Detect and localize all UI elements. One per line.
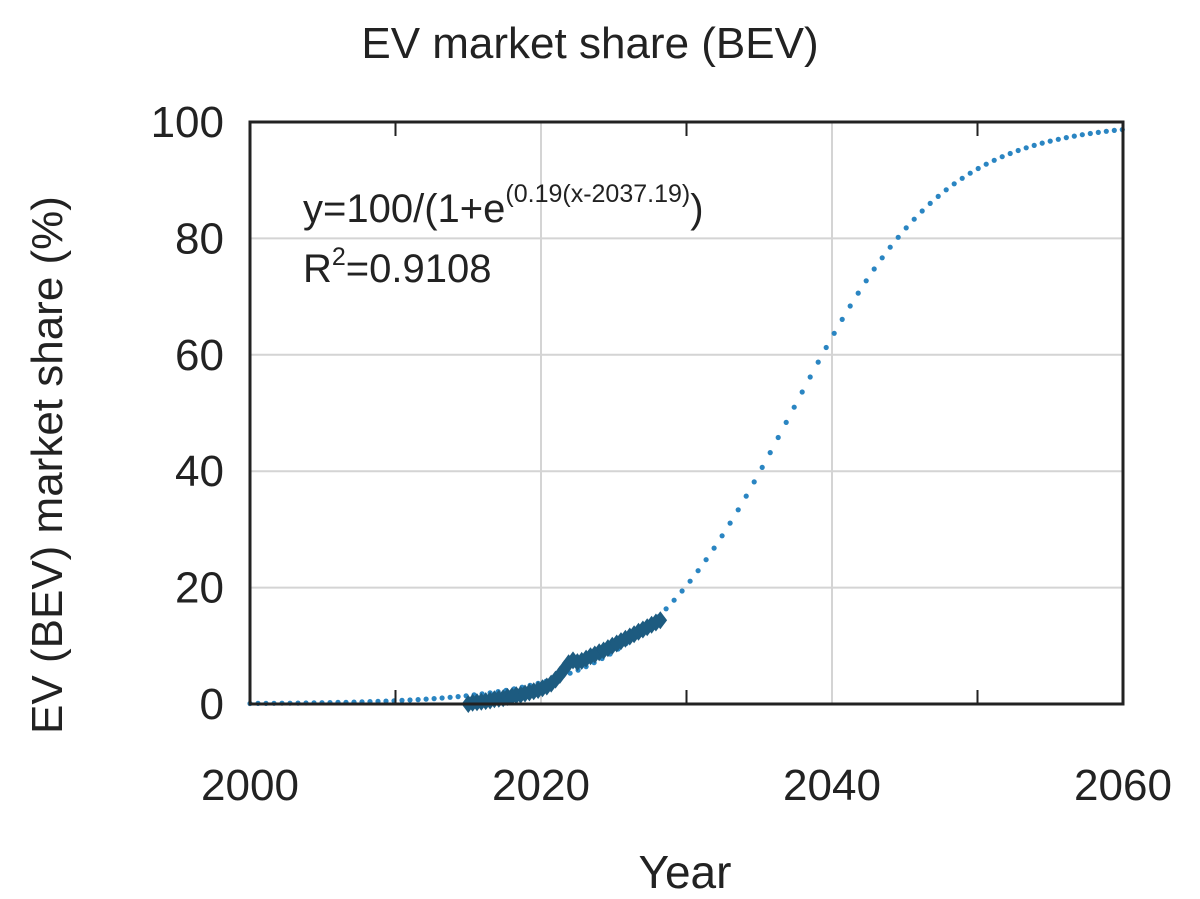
- r-squared-annotation: R2=0.9108: [303, 243, 492, 291]
- fit-curve-point: [871, 266, 877, 272]
- fit-curve-point: [1087, 130, 1093, 137]
- fit-curve-point: [679, 588, 685, 594]
- fit-curve-point: [399, 697, 405, 704]
- fit-curve-point: [1039, 140, 1045, 146]
- y-tick-label: 80: [175, 214, 224, 263]
- chart-title: EV market share (BEV): [361, 19, 818, 68]
- equation-annotation: y=100/(1+e(0.19(x-2037.19)): [303, 180, 704, 231]
- fit-curve-point: [799, 389, 805, 395]
- grid-lines: [250, 122, 1123, 704]
- fit-curve-point: [455, 694, 461, 700]
- fit-curve-point: [775, 434, 781, 441]
- fit-curve-point: [1095, 129, 1101, 135]
- fit-curve-point: [687, 578, 693, 584]
- y-tick-label: 40: [175, 447, 224, 496]
- fit-curve-point: [711, 545, 717, 551]
- fit-curve-point: [791, 404, 797, 410]
- y-axis-tick-labels: 0 20 40 60 80 100: [151, 98, 224, 729]
- equation-suffix: ): [690, 187, 703, 231]
- fit-curve-point: [423, 696, 429, 702]
- observed-data-series: [461, 611, 668, 713]
- fit-curve-point: [927, 200, 933, 206]
- fit-curve-point: [759, 464, 765, 470]
- fit-curve-point: [847, 303, 853, 309]
- x-tick-label: 2040: [783, 761, 881, 810]
- fit-curve-point: [863, 278, 869, 284]
- fit-curve-point: [407, 697, 413, 703]
- fit-curve-point: [999, 154, 1005, 160]
- y-axis-label: EV (BEV) market share (%): [23, 196, 72, 734]
- fit-curve-point: [703, 557, 709, 563]
- fit-curve-point: [1047, 138, 1053, 144]
- fit-curve-point: [1103, 128, 1109, 134]
- fit-curve-point: [959, 175, 965, 181]
- fit-curve-point: [951, 181, 957, 187]
- fit-curve-point: [783, 419, 789, 425]
- fit-curve-point: [903, 225, 909, 231]
- fit-curve-point: [807, 374, 813, 380]
- fit-curve-point: [1071, 133, 1077, 139]
- fit-curve-point: [823, 344, 829, 351]
- fit-curve-point: [919, 208, 925, 214]
- fit-curve-point: [831, 330, 837, 336]
- r-squared-base: R: [303, 247, 332, 291]
- fit-curve-point: [815, 359, 821, 365]
- fit-curve-point: [935, 193, 941, 199]
- fit-curve-point: [1007, 150, 1013, 157]
- fit-curve-point: [879, 255, 885, 261]
- fit-curve-point: [1079, 132, 1085, 138]
- fit-curve-point: [431, 696, 437, 702]
- fit-curve-point: [887, 244, 893, 250]
- x-minor-ticks: [394, 122, 979, 704]
- x-tick-label: 2020: [492, 761, 590, 810]
- fit-curve-point: [991, 157, 997, 163]
- fit-curve-point: [911, 216, 917, 222]
- fit-curve-point: [967, 170, 973, 176]
- fit-curve-point: [975, 165, 981, 172]
- fit-curve-point: [671, 597, 677, 603]
- fit-curve-point: [855, 290, 861, 296]
- observed-data-point: [653, 611, 668, 630]
- fit-curve-point: [839, 316, 845, 322]
- fit-curve-point: [727, 520, 733, 526]
- y-tick-label: 20: [175, 564, 224, 613]
- x-tick-label: 2000: [201, 761, 299, 810]
- observed-data-point: [548, 670, 563, 689]
- r-squared-value: =0.9108: [346, 247, 492, 291]
- fit-curve-point: [383, 698, 389, 704]
- fit-curve-point: [767, 450, 773, 456]
- fit-curve-point: [447, 694, 453, 700]
- y-tick-label: 60: [175, 331, 224, 380]
- fit-curve-point: [415, 697, 421, 703]
- fit-curve-point: [1063, 135, 1069, 141]
- observed-data-point: [553, 665, 567, 684]
- y-tick-label: 100: [151, 98, 224, 147]
- fit-curve-point: [1111, 127, 1117, 133]
- equation-prefix: y=100/(1+e: [303, 187, 505, 231]
- fit-curve-point: [1023, 145, 1029, 151]
- fit-curve-point: [1055, 136, 1061, 142]
- x-tick-label: 2060: [1074, 761, 1172, 810]
- fit-curve-point: [663, 606, 669, 612]
- fit-curve-point: [695, 568, 701, 574]
- x-axis-tick-labels: 2000 2020 2040 2060: [201, 761, 1172, 810]
- fit-curve-point: [743, 493, 749, 499]
- fit-curve-point: [735, 507, 741, 513]
- fit-curve-point: [1031, 142, 1037, 148]
- fit-curve-point: [439, 695, 445, 701]
- fit-curve-point: [719, 533, 725, 539]
- equation-exponent: (0.19(x-2037.19): [505, 180, 690, 208]
- fit-curve-point: [751, 479, 757, 485]
- y-tick-label: 0: [200, 680, 224, 729]
- x-axis-label: Year: [639, 846, 732, 898]
- fit-curve-point: [983, 161, 989, 167]
- r-squared-exponent: 2: [332, 243, 346, 271]
- fit-curve-point: [943, 187, 949, 193]
- fit-curve-point: [895, 234, 901, 240]
- fit-curve-point: [1015, 147, 1021, 154]
